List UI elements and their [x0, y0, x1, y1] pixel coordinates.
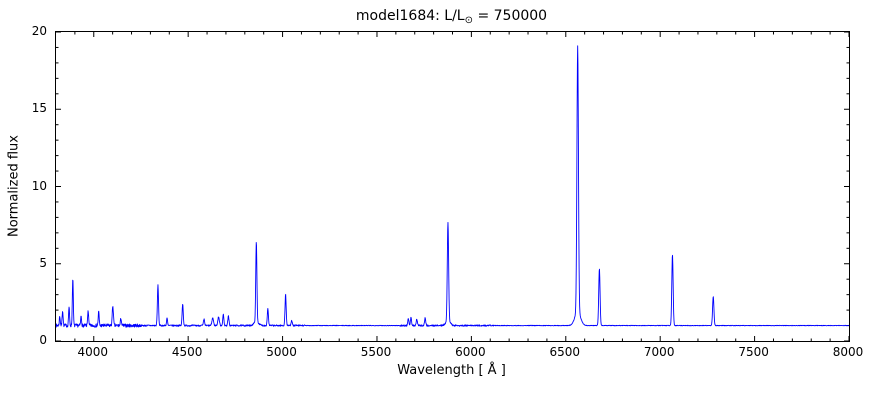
x-tick-label: 4500 [171, 345, 203, 359]
y-axis-label-text: Normalized flux [6, 134, 22, 237]
x-tick-label: 6000 [455, 345, 486, 359]
x-tick-label: 5000 [266, 345, 297, 359]
plot-area [55, 31, 850, 342]
x-tick-label: 7500 [738, 345, 769, 359]
tick-marks [56, 32, 849, 341]
spectrum-plot [56, 32, 849, 341]
y-axis-label: Normalized flux [4, 31, 24, 340]
chart-title: model1684: L/L⊙ = 750000 [55, 8, 848, 26]
chart-title-text: model1684: L/L [355, 8, 465, 24]
spectrum-line [56, 45, 849, 328]
chart-title-subscript: ⊙ [464, 15, 474, 26]
x-tick-label: 4000 [77, 345, 109, 359]
x-tick-label: 5500 [360, 345, 392, 359]
x-tick-label: 8000 [832, 345, 864, 359]
x-tick-label: 7000 [643, 345, 675, 359]
x-tick-label: 6500 [549, 345, 581, 359]
chart-title-suffix: = 750000 [473, 8, 548, 24]
x-axis-label: Wavelength [ Å ] [397, 363, 506, 378]
